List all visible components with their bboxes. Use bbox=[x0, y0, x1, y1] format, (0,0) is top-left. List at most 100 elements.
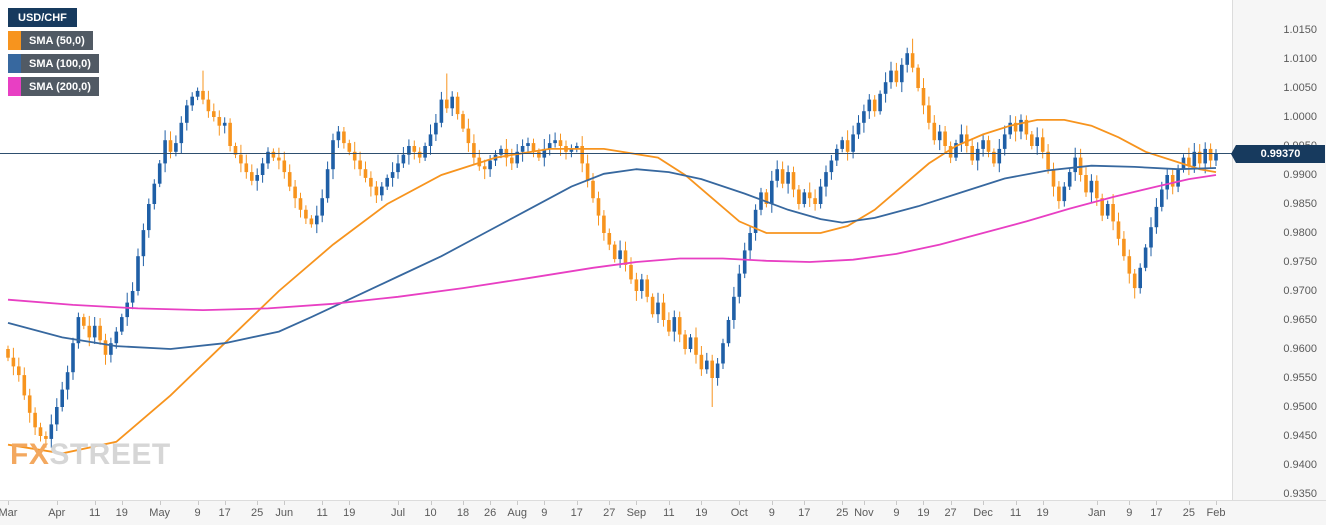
x-axis-tick bbox=[576, 501, 578, 505]
x-axis-tick bbox=[950, 501, 952, 505]
candlestick-series bbox=[6, 38, 1218, 448]
x-axis-label: Oct bbox=[730, 507, 748, 519]
x-axis-tick bbox=[1096, 501, 1098, 505]
x-axis-tick bbox=[159, 501, 161, 505]
x-axis-label: Sep bbox=[626, 507, 647, 519]
price-axis[interactable]: 0.99370 1.01501.01001.00501.00000.99500.… bbox=[1231, 0, 1326, 500]
x-axis-tick bbox=[56, 501, 58, 505]
x-axis-label: Mar bbox=[0, 507, 18, 519]
x-axis-label: 19 bbox=[695, 507, 708, 519]
y-axis-label: 1.0000 bbox=[1283, 111, 1317, 123]
x-axis-label: 25 bbox=[836, 507, 849, 519]
x-axis-label: 11 bbox=[316, 507, 328, 519]
x-axis-label: 9 bbox=[893, 507, 900, 519]
x-axis-tick bbox=[1015, 501, 1017, 505]
x-axis-label: 10 bbox=[424, 507, 437, 519]
y-axis-label: 0.9350 bbox=[1283, 488, 1317, 500]
x-axis-tick bbox=[490, 501, 492, 505]
x-axis-label: 17 bbox=[1150, 507, 1163, 519]
legend-sma50-chip[interactable]: SMA (50,0) bbox=[8, 31, 93, 50]
x-axis-label: 9 bbox=[1126, 507, 1133, 519]
x-axis-label: 27 bbox=[603, 507, 616, 519]
y-axis-label: 0.9550 bbox=[1283, 372, 1317, 384]
x-axis-tick bbox=[8, 501, 9, 505]
x-axis-tick bbox=[739, 501, 741, 505]
sma-line-1 bbox=[7, 164, 1217, 350]
x-axis-label: 26 bbox=[483, 507, 497, 519]
y-axis-label: 0.9500 bbox=[1283, 401, 1317, 413]
x-axis-tick bbox=[983, 501, 985, 505]
y-axis-label: 0.9600 bbox=[1283, 343, 1317, 355]
x-axis-tick bbox=[284, 501, 286, 505]
chart-canvas[interactable] bbox=[0, 0, 1232, 500]
y-axis-label: 1.0050 bbox=[1283, 82, 1317, 94]
time-axis[interactable]: Mar Apr 11 19 May 9 17 25 Jun 11 19 Jul 10 18 26 Aug 9 17… bbox=[0, 500, 1326, 525]
x-axis-label: 11 bbox=[1009, 507, 1022, 519]
x-axis-tick bbox=[257, 501, 259, 505]
legend-symbol-chip[interactable]: USD/CHF bbox=[8, 8, 77, 27]
current-price-tag: 0.99370 bbox=[1231, 144, 1325, 163]
x-axis-label: 17 bbox=[218, 507, 231, 519]
sma-line-0 bbox=[7, 119, 1217, 455]
x-axis-label: May bbox=[149, 507, 171, 519]
x-axis-label: Jan bbox=[1087, 507, 1106, 519]
symbol-label: USD/CHF bbox=[8, 8, 77, 27]
x-axis-tick bbox=[1042, 501, 1044, 505]
y-axis-label: 0.9800 bbox=[1283, 227, 1317, 239]
y-axis-label: 1.0100 bbox=[1283, 53, 1317, 65]
x-axis-label: Dec bbox=[973, 507, 993, 519]
x-axis-tick bbox=[1216, 501, 1217, 505]
x-axis-tick bbox=[349, 501, 351, 505]
x-axis-tick bbox=[771, 501, 773, 505]
sma200-label: SMA (200,0) bbox=[21, 77, 99, 96]
x-axis-label: 19 bbox=[1036, 507, 1049, 519]
x-axis-label: 11 bbox=[663, 507, 675, 519]
x-axis-tick bbox=[1188, 501, 1190, 505]
x-axis-tick bbox=[1129, 501, 1131, 505]
sma-line-2 bbox=[7, 174, 1217, 312]
x-axis-label: 19 bbox=[115, 507, 128, 519]
x-axis-label: Aug bbox=[507, 507, 527, 519]
x-axis-tick bbox=[463, 501, 465, 505]
legend-sma200-chip[interactable]: SMA (200,0) bbox=[8, 77, 99, 96]
x-axis-tick bbox=[517, 501, 519, 505]
y-axis-label: 0.9900 bbox=[1283, 169, 1317, 181]
x-axis-tick bbox=[609, 501, 611, 505]
x-axis-tick bbox=[430, 501, 432, 505]
y-axis-label: 1.0150 bbox=[1283, 24, 1317, 36]
x-axis-label: Apr bbox=[48, 507, 66, 519]
x-axis-tick bbox=[398, 501, 400, 505]
x-axis-tick bbox=[197, 501, 199, 505]
x-axis-label: 19 bbox=[917, 507, 930, 519]
y-axis-label: 0.9650 bbox=[1283, 314, 1317, 326]
x-axis-tick bbox=[1156, 501, 1158, 505]
x-axis-label: 9 bbox=[768, 507, 775, 519]
x-axis-label: 17 bbox=[570, 507, 583, 519]
x-axis-label: Feb bbox=[1206, 507, 1226, 519]
chart-legend: USD/CHF SMA (50,0) SMA (100,0) SMA (200,… bbox=[8, 8, 99, 96]
legend-sma100-chip[interactable]: SMA (100,0) bbox=[8, 54, 99, 73]
y-axis-label: 0.9850 bbox=[1283, 198, 1317, 210]
x-axis-label: 11 bbox=[88, 507, 101, 519]
x-axis-label: 9 bbox=[194, 507, 201, 519]
y-axis-label: 0.9700 bbox=[1283, 285, 1317, 297]
x-axis-tick bbox=[94, 501, 96, 505]
x-axis-label: 19 bbox=[343, 507, 356, 519]
y-axis-label: 0.9400 bbox=[1283, 459, 1317, 471]
x-axis-label: 17 bbox=[798, 507, 811, 519]
sma50-color-swatch bbox=[8, 31, 21, 50]
y-axis-label: 0.9750 bbox=[1283, 256, 1317, 268]
watermark-street: STREET bbox=[49, 438, 171, 471]
x-axis-tick bbox=[668, 501, 670, 505]
x-axis-label: 18 bbox=[456, 507, 470, 519]
fxstreet-watermark: FXSTREET bbox=[10, 438, 171, 472]
sma200-color-swatch bbox=[8, 77, 21, 96]
x-axis-tick bbox=[544, 501, 546, 505]
x-axis-label: 27 bbox=[944, 507, 957, 519]
x-axis-tick bbox=[923, 501, 925, 505]
x-axis-label: 25 bbox=[1182, 507, 1196, 519]
x-axis-label: Jul bbox=[390, 507, 406, 519]
x-axis-label: Nov bbox=[854, 507, 874, 519]
sma100-color-swatch bbox=[8, 54, 21, 73]
